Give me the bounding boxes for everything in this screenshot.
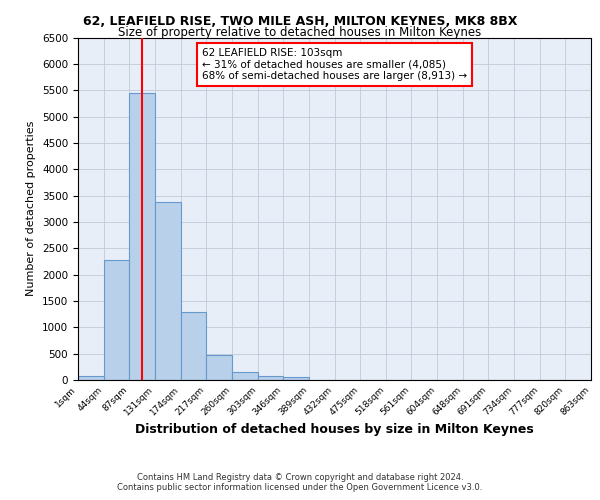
Bar bbox=[283, 377, 309, 380]
Bar bbox=[257, 376, 283, 380]
Text: 62 LEAFIELD RISE: 103sqm
← 31% of detached houses are smaller (4,085)
68% of sem: 62 LEAFIELD RISE: 103sqm ← 31% of detach… bbox=[202, 48, 467, 81]
Bar bbox=[78, 376, 104, 380]
Text: Size of property relative to detached houses in Milton Keynes: Size of property relative to detached ho… bbox=[118, 26, 482, 39]
Bar bbox=[155, 202, 181, 380]
Text: Contains public sector information licensed under the Open Government Licence v3: Contains public sector information licen… bbox=[118, 483, 482, 492]
Bar bbox=[206, 355, 232, 380]
Bar bbox=[130, 94, 155, 380]
Bar bbox=[232, 372, 257, 380]
Bar bbox=[181, 312, 206, 380]
Text: 62, LEAFIELD RISE, TWO MILE ASH, MILTON KEYNES, MK8 8BX: 62, LEAFIELD RISE, TWO MILE ASH, MILTON … bbox=[83, 15, 517, 28]
Text: Contains HM Land Registry data © Crown copyright and database right 2024.: Contains HM Land Registry data © Crown c… bbox=[137, 472, 463, 482]
Text: Distribution of detached houses by size in Milton Keynes: Distribution of detached houses by size … bbox=[136, 422, 534, 436]
Bar bbox=[104, 260, 130, 380]
Y-axis label: Number of detached properties: Number of detached properties bbox=[26, 121, 37, 296]
